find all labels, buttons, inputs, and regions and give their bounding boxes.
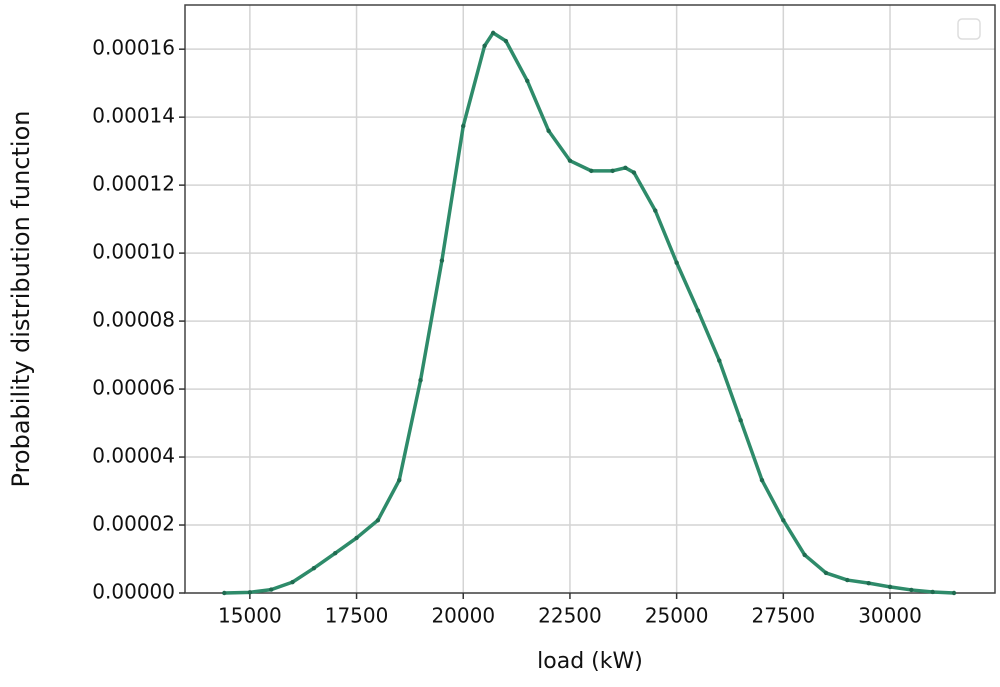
density-point (695, 308, 701, 313)
density-point (866, 580, 871, 586)
density-point (610, 168, 615, 174)
density-point (290, 579, 295, 585)
density-point (418, 378, 423, 383)
y-tick-label: 0.00006 (92, 376, 175, 400)
density-point (623, 165, 628, 171)
x-tick-label: 17500 (325, 604, 389, 628)
density-point (375, 518, 381, 523)
x-tick-label: 15000 (218, 604, 282, 628)
x-tick-label: 30000 (858, 604, 922, 628)
density-point (589, 168, 594, 174)
density-point (354, 535, 359, 541)
y-tick-label: 0.00010 (92, 240, 175, 264)
density-point (269, 587, 274, 592)
density-point (333, 551, 338, 556)
y-tick-label: 0.00002 (92, 512, 175, 536)
density-point (503, 38, 509, 44)
x-axis-label: load (kW) (537, 649, 643, 674)
density-point (490, 30, 496, 36)
y-tick-label: 0.00016 (92, 36, 175, 60)
y-axis-label: Probability distribution function (7, 111, 35, 488)
y-tick-label: 0.00012 (92, 172, 175, 196)
density-point (909, 587, 914, 593)
density-point (439, 258, 445, 263)
density-point (397, 477, 402, 483)
y-tick-label: 0.00000 (92, 580, 175, 604)
density-point (823, 570, 829, 576)
legend-box (957, 18, 981, 40)
density-point (951, 590, 957, 596)
y-tick-label: 0.00008 (92, 308, 175, 332)
density-point (482, 43, 487, 48)
density-point (631, 170, 637, 175)
density-point (567, 158, 573, 163)
density-point (717, 358, 722, 363)
density-point (845, 577, 850, 583)
density-point (461, 123, 466, 129)
x-tick-label: 25000 (645, 604, 709, 628)
plot-frame (184, 4, 996, 594)
x-tick-label: 27500 (752, 604, 816, 628)
density-point (802, 552, 807, 558)
density-point (247, 590, 253, 595)
x-tick-label: 20000 (431, 604, 495, 628)
y-tick-label: 0.00014 (92, 104, 175, 128)
density-point (653, 208, 658, 213)
density-point (222, 590, 227, 596)
y-tick-label: 0.00004 (92, 444, 175, 468)
density-point (738, 418, 743, 423)
density-point (311, 565, 317, 571)
density-point (887, 584, 893, 590)
density-point (759, 477, 765, 483)
density-point (525, 78, 530, 83)
density-point (674, 260, 679, 265)
density-point (930, 589, 935, 595)
x-tick-label: 22500 (538, 604, 602, 628)
density-point (781, 518, 786, 523)
density-point (546, 128, 551, 133)
